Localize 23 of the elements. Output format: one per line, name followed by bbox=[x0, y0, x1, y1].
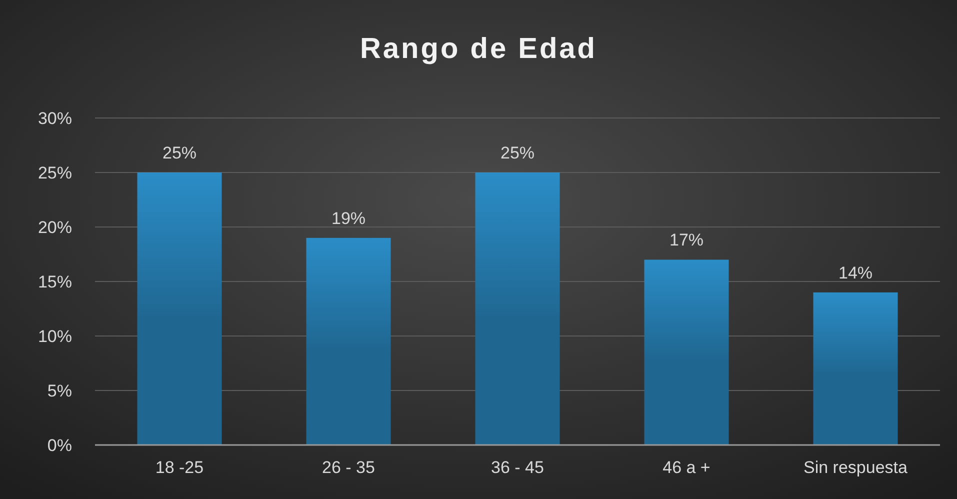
chart-title: Rango de Edad bbox=[360, 33, 598, 65]
y-tick-label: 5% bbox=[47, 381, 72, 400]
y-tick-label: 30% bbox=[38, 108, 72, 128]
data-label: 14% bbox=[838, 263, 873, 282]
data-label: 19% bbox=[331, 208, 366, 228]
x-tick-label: 46 a + bbox=[662, 458, 710, 477]
y-tick-label: 20% bbox=[38, 218, 72, 237]
x-tick-label: 18 -25 bbox=[155, 458, 204, 477]
bar bbox=[306, 238, 391, 445]
bar bbox=[475, 172, 560, 445]
data-label: 25% bbox=[500, 144, 535, 162]
y-tick-label: 0% bbox=[47, 436, 72, 455]
y-tick-label: 25% bbox=[38, 163, 72, 182]
x-tick-label: 26 - 35 bbox=[322, 458, 375, 477]
x-tick-label: Sin respuesta bbox=[804, 458, 908, 477]
y-tick-label: 10% bbox=[38, 326, 72, 346]
bar bbox=[137, 172, 222, 445]
bar bbox=[813, 292, 898, 445]
data-label: 25% bbox=[162, 144, 197, 162]
data-label: 17% bbox=[669, 230, 704, 250]
y-tick-label: 15% bbox=[38, 272, 72, 292]
x-tick-label: 36 - 45 bbox=[491, 458, 544, 477]
bar bbox=[644, 260, 729, 445]
